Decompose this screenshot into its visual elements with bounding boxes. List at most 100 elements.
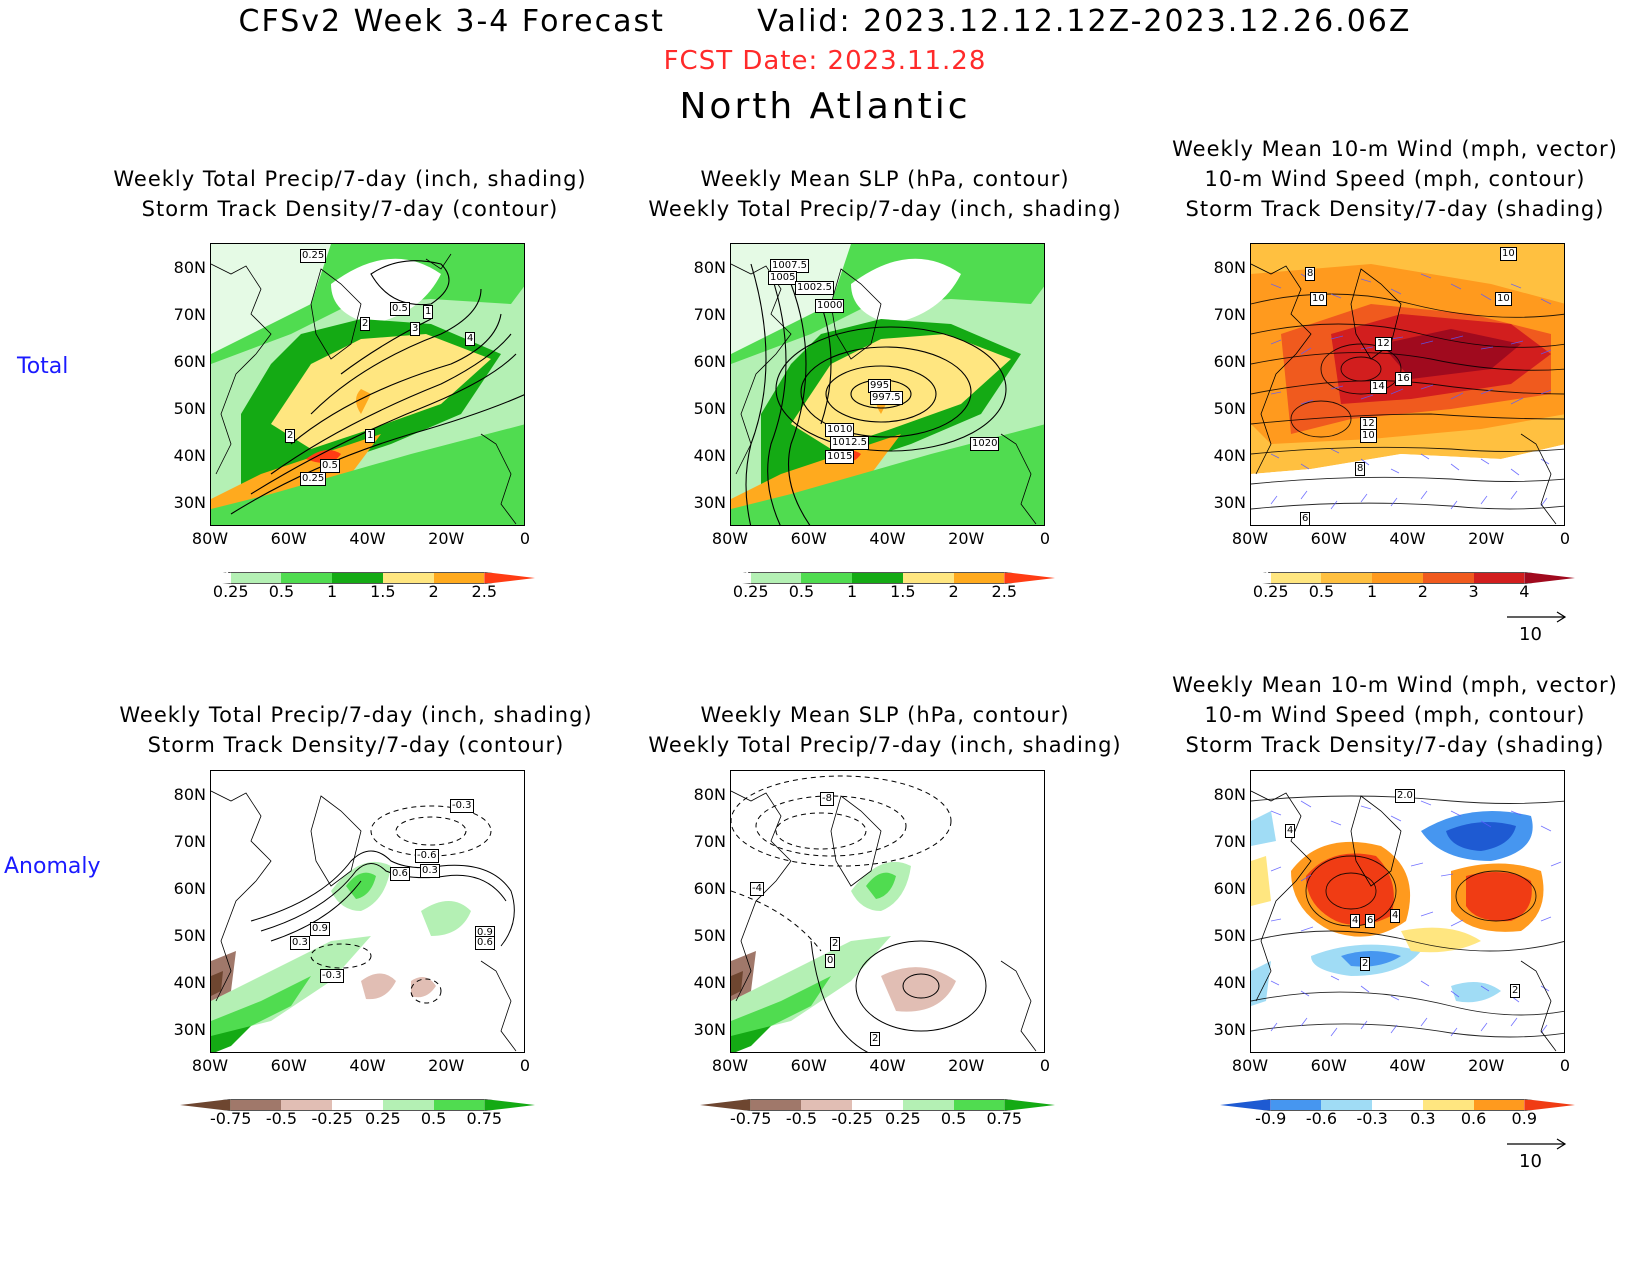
lon-label: 60W (790, 529, 827, 548)
lon-label: 80W (711, 1056, 749, 1075)
contour-label: 0.3 (420, 864, 440, 878)
title-line-3: Storm Track Density/7-day (shading) (1185, 733, 1605, 757)
colorbar-tick-label: 0.3 (1410, 1109, 1436, 1128)
colorbar-tick-label: 2.5 (991, 582, 1017, 601)
map-graphic (731, 244, 1044, 525)
colorbar-tick-label: 2 (428, 582, 439, 601)
colorbar-tick-label: 1.5 (890, 582, 916, 601)
colorbar-segment (1372, 1099, 1423, 1111)
lat-label: 50N (1213, 926, 1246, 945)
contour-label: 1 (423, 305, 434, 319)
lon-label: 0 (1039, 1056, 1051, 1075)
lat-label: 60N (173, 352, 206, 371)
figure-title: CFSv2 Week 3-4 Forecast (238, 4, 665, 39)
lat-label: 40N (693, 973, 726, 992)
valid-period: Valid: 2023.12.12.12Z-2023.12.26.06Z (757, 4, 1412, 39)
colorbar-tick-label: -0.25 (831, 1109, 873, 1128)
colorbar-segment (281, 1099, 333, 1111)
title-precip-total: Weekly Total Precip/7-day (inch, shading… (80, 164, 620, 224)
contour-label: 0.6 (475, 936, 495, 950)
lon-label: 40W (1389, 529, 1426, 548)
colorbar-segment (1422, 1099, 1474, 1111)
map-precip-storm-total (210, 243, 525, 526)
lat-label: 30N (1213, 493, 1246, 512)
lat-label: 70N (693, 305, 726, 324)
colorbar-tick-label: 4 (1519, 582, 1530, 601)
contour-label: 0.5 (320, 459, 340, 473)
colorbar-segment (953, 1099, 1005, 1111)
colorbar-segment (852, 1099, 903, 1111)
colorbar-tick-label: 3 (1468, 582, 1479, 601)
map-graphic (211, 244, 524, 525)
colorbar-tick-label: -0.5 (785, 1109, 818, 1128)
contour-label: 10 (1500, 247, 1517, 261)
lat-label: 40N (173, 446, 206, 465)
lon-label: 20W (1468, 1056, 1505, 1075)
lat-label: 40N (1213, 446, 1246, 465)
lat-label: 30N (693, 1020, 726, 1039)
colorbar-tick-label: 0.5 (788, 582, 815, 601)
colorbar-tick-label: 1 (1367, 582, 1378, 601)
colorbar-tick-label: 1 (847, 582, 858, 601)
lat-label: 50N (173, 399, 206, 418)
colorbar-segment (230, 572, 282, 584)
map-wind-storm-total (1250, 243, 1565, 526)
colorbar-tick-label: 0.25 (885, 1109, 921, 1128)
lat-label: 30N (173, 1020, 206, 1039)
lon-label: 0 (1039, 529, 1051, 548)
lon-label: 60W (270, 1056, 307, 1075)
contour-label: 0.3 (290, 936, 310, 950)
colorbar-tick-label: 0.25 (212, 582, 249, 601)
map-graphic (211, 771, 524, 1052)
colorbar-segment (1422, 572, 1474, 584)
colorbar-tick-label: 0.75 (466, 1109, 503, 1128)
contour-label: -8 (820, 792, 834, 806)
contour-label: 4 (1350, 914, 1361, 928)
contour-label: 1002.5 (795, 281, 834, 295)
contour-label: 0.25 (300, 249, 327, 263)
lat-label: 70N (173, 832, 206, 851)
lon-label: 20W (1468, 529, 1505, 548)
colorbar-tick-label: -0.5 (265, 1109, 298, 1128)
lon-label: 40W (869, 529, 906, 548)
colorbar-segment (801, 572, 853, 584)
contour-label: 12 (1375, 337, 1392, 351)
lon-label: 0 (519, 529, 531, 548)
contour-label: 0.6 (390, 867, 410, 881)
lat-label: 40N (1213, 973, 1246, 992)
lat-label: 40N (173, 973, 206, 992)
contour-label: 2 (1360, 957, 1371, 971)
contour-label: 8 (1305, 267, 1316, 281)
title-line-2: 10-m Wind Speed (mph, contour) (1204, 167, 1586, 191)
lon-label: 20W (428, 529, 465, 548)
contour-label: 6 (1365, 914, 1376, 928)
lat-label: 60N (1213, 879, 1246, 898)
lat-label: 50N (693, 399, 726, 418)
title-line-3: Storm Track Density/7-day (shading) (1185, 197, 1605, 221)
map-graphic (1251, 244, 1564, 525)
colorbar-tick-label: 1 (327, 582, 338, 601)
colorbar-tick-label: 0.5 (268, 582, 295, 601)
colorbar-tick-label: 0.25 (1252, 582, 1289, 601)
lon-label: 0 (1559, 1056, 1571, 1075)
contour-label: 1000 (815, 299, 845, 313)
lon-label: 80W (191, 1056, 229, 1075)
colorbar-tick-label: -0.75 (210, 1109, 252, 1128)
title-line-2: 10-m Wind Speed (mph, contour) (1204, 703, 1586, 727)
lon-label: 60W (270, 529, 307, 548)
contour-label: 3 (410, 322, 421, 336)
colorbar-segment (750, 572, 802, 584)
lat-label: 30N (693, 493, 726, 512)
contour-label: 2 (870, 1032, 881, 1046)
contour-label: 2 (360, 317, 371, 331)
contour-label: 6 (1300, 512, 1311, 526)
map-precip-storm-anom (210, 770, 525, 1053)
colorbar-segment (281, 572, 333, 584)
map-graphic (1251, 771, 1564, 1052)
colorbar-tick-label: 2 (948, 582, 959, 601)
colorbar-segment (953, 572, 1005, 584)
lat-label: 70N (1213, 305, 1246, 324)
lon-label: 40W (349, 529, 386, 548)
colorbar-segment (1473, 1099, 1525, 1111)
colorbar-segment (1321, 1099, 1373, 1111)
